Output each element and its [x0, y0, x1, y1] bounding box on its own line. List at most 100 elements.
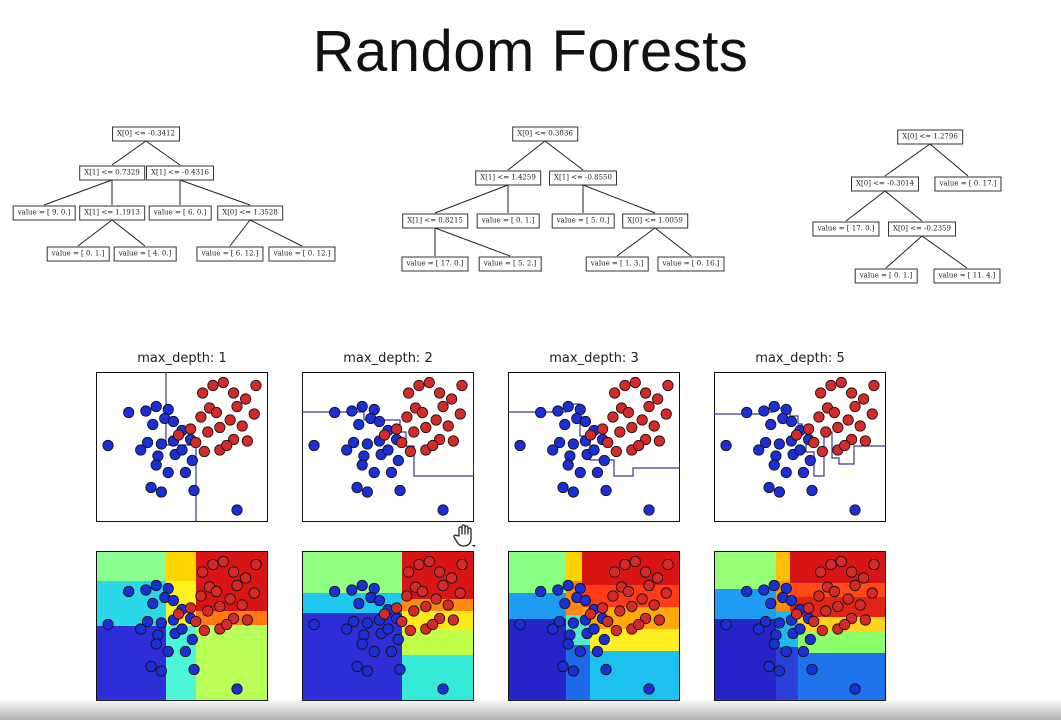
tree-node: value = [ 0. 1.]: [46, 246, 110, 262]
point-red: [202, 426, 214, 438]
tree-edge: [77, 219, 113, 247]
point-blue: [150, 400, 162, 413]
tree-edge: [229, 219, 251, 247]
point-blue: [346, 584, 358, 596]
point-red: [185, 602, 197, 614]
point-red: [584, 429, 597, 441]
tree-node: value = [ 9. 0.]: [12, 205, 76, 221]
point-red: [610, 624, 622, 637]
point-red: [660, 408, 672, 420]
point-blue: [176, 623, 188, 635]
tree-edge: [884, 143, 931, 177]
point-blue: [351, 660, 363, 673]
point-blue: [553, 436, 566, 449]
point-red: [653, 435, 665, 447]
point-blue: [514, 439, 526, 452]
point-red: [446, 393, 458, 405]
tree-edge: [434, 227, 511, 257]
point-blue: [140, 405, 152, 417]
point-blue: [141, 615, 154, 628]
point-blue: [804, 633, 816, 646]
point-blue: [763, 660, 775, 673]
point-red: [197, 387, 209, 399]
point-blue: [579, 594, 592, 607]
tree-node: X[0] <= 1.0059: [622, 213, 688, 229]
point-red: [442, 420, 454, 432]
point-red: [858, 393, 870, 405]
point-red: [859, 614, 871, 626]
point-red: [815, 566, 827, 578]
point-blue: [356, 638, 368, 650]
point-red: [217, 555, 229, 568]
point-blue: [559, 418, 571, 431]
point-red: [842, 593, 854, 605]
point-blue: [720, 439, 732, 452]
point-red: [224, 414, 236, 426]
tree-node: X[1] <= 1.1913: [79, 205, 145, 221]
point-red: [640, 566, 652, 578]
point-blue: [147, 597, 159, 610]
point-red: [434, 566, 446, 578]
point-blue: [373, 415, 386, 428]
point-red: [808, 436, 820, 449]
point-red: [643, 400, 655, 413]
tree-node: X[0] <= 1.2796: [897, 129, 963, 145]
point-blue: [351, 481, 363, 494]
point-red: [607, 411, 619, 423]
tree-edge: [885, 235, 923, 269]
point-blue: [150, 459, 162, 471]
point-red: [839, 439, 851, 452]
point-red: [198, 445, 210, 458]
probability-region: [776, 647, 798, 701]
point-blue: [598, 454, 610, 467]
point-blue: [162, 645, 174, 658]
point-blue: [358, 629, 370, 641]
point-blue: [145, 481, 157, 494]
plot-title-3: max_depth: 3: [549, 351, 639, 366]
point-red: [404, 624, 416, 637]
point-red: [430, 593, 442, 605]
boundary-plot-depth-3: [508, 372, 680, 522]
point-blue: [567, 438, 579, 450]
point-red: [636, 593, 648, 605]
point-blue: [562, 459, 574, 471]
tree-edge: [111, 140, 147, 166]
point-red: [240, 572, 252, 584]
point-blue: [785, 415, 798, 428]
tree-node: value = [ 11. 4.]: [933, 268, 1001, 284]
point-blue: [768, 400, 780, 413]
point-blue: [804, 454, 816, 467]
point-blue: [753, 444, 765, 456]
point-blue: [150, 579, 162, 592]
tree-edge: [921, 235, 968, 269]
point-red: [636, 414, 648, 426]
point-red: [648, 599, 660, 611]
point-red: [427, 439, 439, 452]
point-red: [454, 408, 466, 420]
point-red: [626, 421, 638, 434]
point-red: [214, 600, 226, 613]
tree-edge: [616, 227, 656, 257]
point-red: [832, 421, 844, 434]
point-blue: [152, 450, 164, 462]
point-red: [391, 602, 403, 614]
probability-plot-depth-1: [96, 551, 268, 701]
point-blue: [176, 444, 188, 456]
point-blue: [347, 436, 360, 449]
point-blue: [155, 617, 167, 629]
point-blue: [598, 633, 610, 646]
decision-trees: X[0] <= -0.3412 X[1] <= 0.7329 X[1] <= -0.…: [0, 0, 1061, 320]
point-red: [250, 558, 262, 571]
point-blue: [758, 405, 770, 417]
point-red: [408, 426, 420, 438]
boundary-plot-depth-1: [96, 372, 268, 522]
point-blue: [145, 660, 157, 673]
point-red: [640, 387, 652, 399]
tree-node: value = [ 17. 0.]: [812, 221, 880, 237]
point-blue: [759, 615, 772, 628]
point-red: [803, 602, 815, 614]
point-red: [221, 439, 233, 452]
point-red: [629, 376, 641, 389]
tree-edge: [249, 219, 303, 247]
tree-node: value = [ 5. 0.]: [551, 213, 615, 229]
